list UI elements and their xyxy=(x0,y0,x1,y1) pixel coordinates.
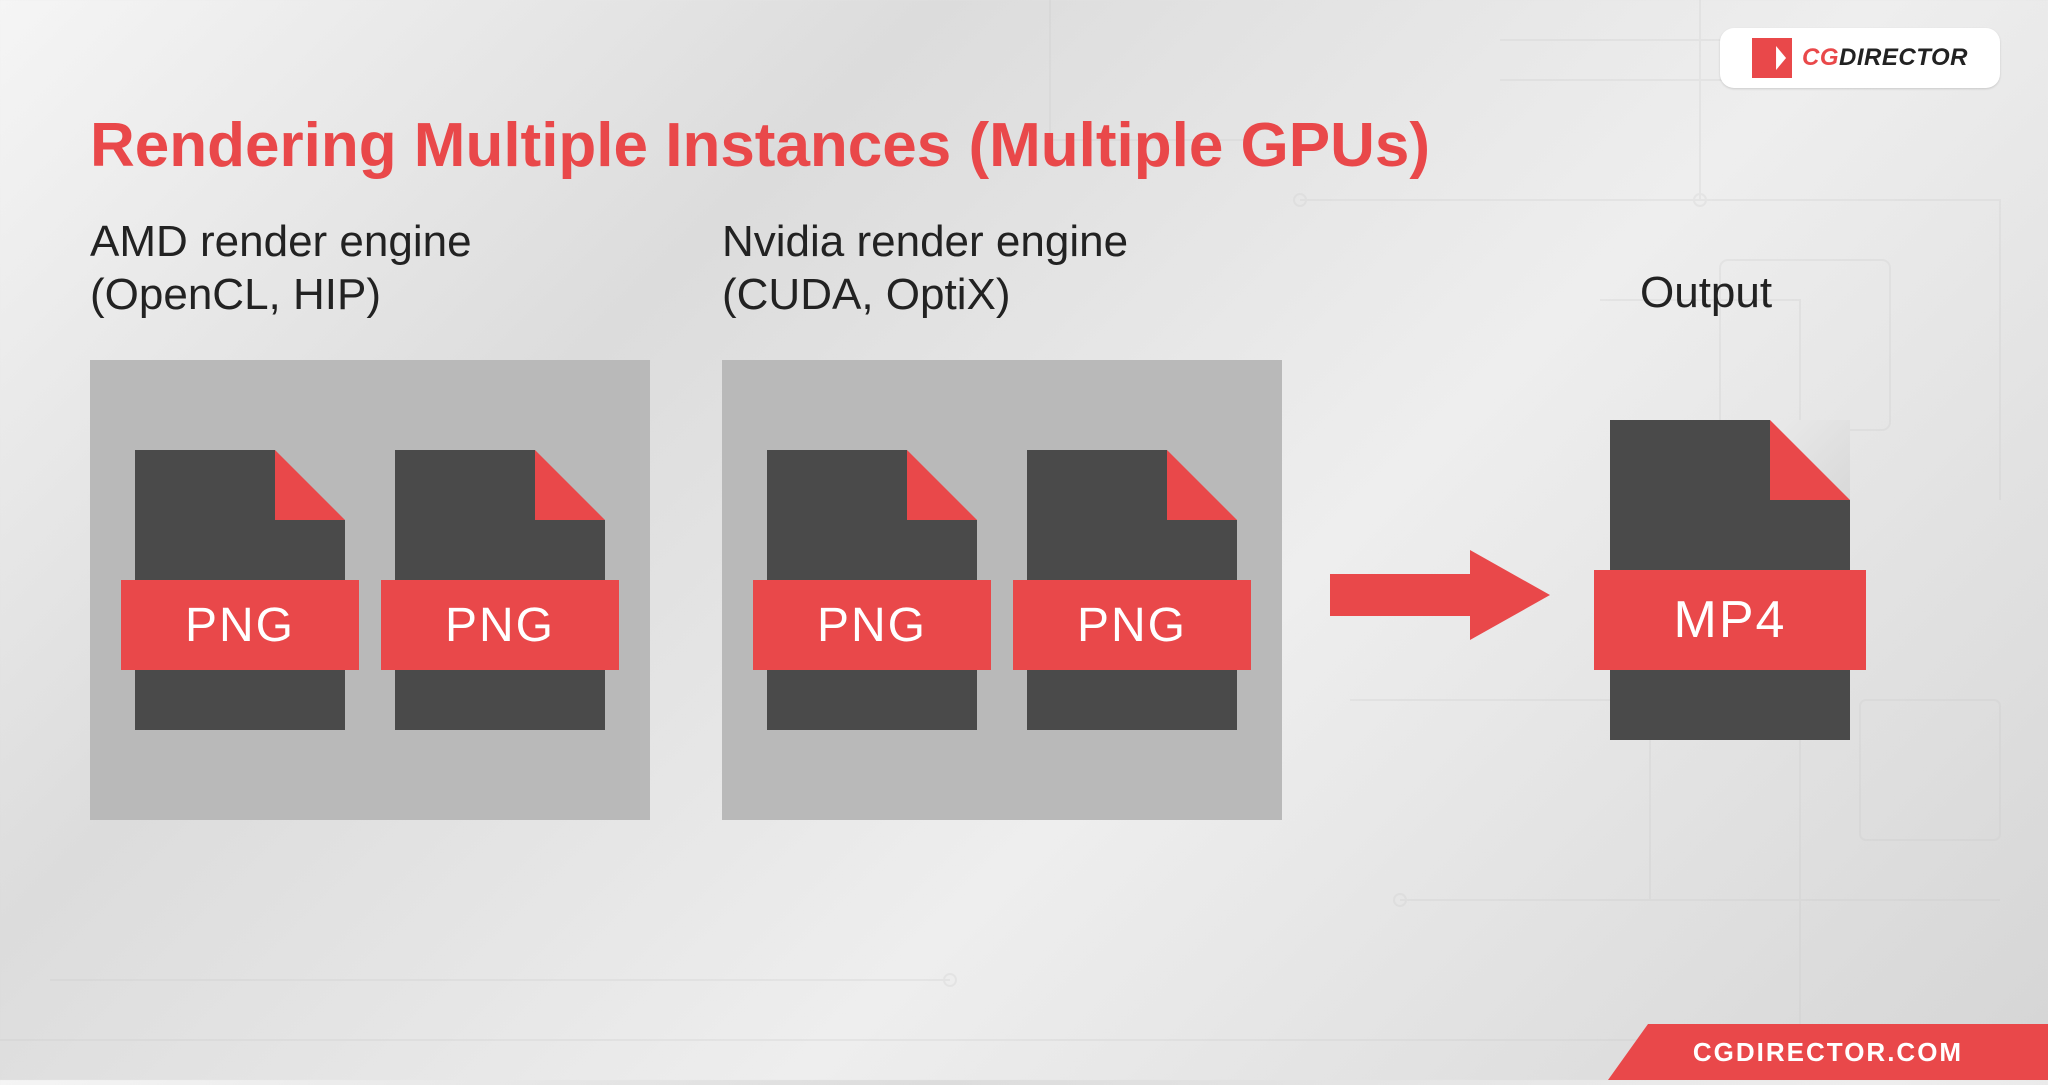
brand-logo-suffix: DIRECTOR xyxy=(1839,44,1968,71)
nvidia-subtitle: Nvidia render engine (CUDA, OptiX) xyxy=(722,216,1282,322)
file-label: PNG xyxy=(1077,598,1187,653)
file-label: PNG xyxy=(445,598,555,653)
file-label: PNG xyxy=(817,598,927,653)
brand-logo: CGDIRECTOR xyxy=(1720,28,2000,88)
mp4-file-icon: MP4 xyxy=(1610,420,1850,740)
output-subtitle: Output xyxy=(1640,268,1772,318)
brand-logo-icon xyxy=(1752,38,1792,78)
amd-group: PNG PNG xyxy=(90,360,650,820)
png-file-icon: PNG xyxy=(135,450,345,730)
png-file-icon: PNG xyxy=(395,450,605,730)
brand-logo-text: CGDIRECTOR xyxy=(1802,44,1968,72)
brand-logo-prefix: CG xyxy=(1802,44,1839,71)
png-file-icon: PNG xyxy=(1027,450,1237,730)
footer-link: CGDIRECTOR.COM xyxy=(1608,1024,2048,1080)
arrow-icon xyxy=(1330,550,1560,640)
page-title: Rendering Multiple Instances (Multiple G… xyxy=(90,110,1430,181)
amd-subtitle: AMD render engine (OpenCL, HIP) xyxy=(90,216,610,322)
file-label: MP4 xyxy=(1674,590,1787,650)
nvidia-group: PNG PNG xyxy=(722,360,1282,820)
file-label: PNG xyxy=(185,598,295,653)
png-file-icon: PNG xyxy=(767,450,977,730)
